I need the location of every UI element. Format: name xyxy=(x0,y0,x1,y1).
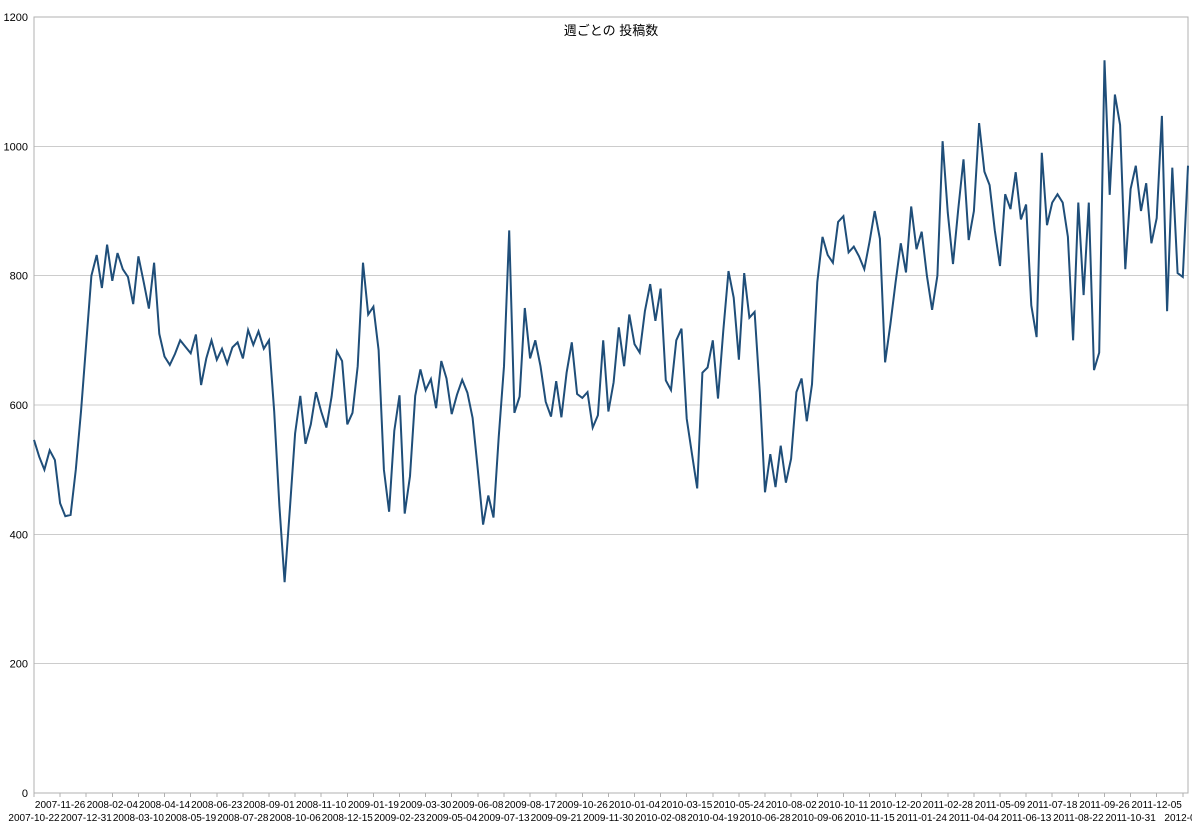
svg-text:2010-01-04: 2010-01-04 xyxy=(609,800,661,811)
svg-text:600: 600 xyxy=(10,400,28,412)
svg-text:2011-01-24: 2011-01-24 xyxy=(896,813,947,824)
svg-text:200: 200 xyxy=(10,659,28,671)
svg-text:2010-05-24: 2010-05-24 xyxy=(713,800,765,811)
svg-text:2012-01: 2012-01 xyxy=(1164,813,1192,824)
svg-text:2008-09-01: 2008-09-01 xyxy=(243,800,295,811)
svg-text:2009-07-13: 2009-07-13 xyxy=(478,813,530,824)
svg-text:2011-09-26: 2011-09-26 xyxy=(1079,800,1130,811)
svg-text:400: 400 xyxy=(10,529,28,541)
chart-svg: 0 200 400 600 800 1000 1200 2007-10-22 2007-11-2… xyxy=(0,0,1192,836)
svg-text:800: 800 xyxy=(10,271,28,283)
svg-text:2011-05-09: 2011-05-09 xyxy=(975,800,1026,811)
svg-text:2008-06-23: 2008-06-23 xyxy=(191,800,243,811)
svg-text:2011-08-22: 2011-08-22 xyxy=(1053,813,1104,824)
svg-text:2011-10-31: 2011-10-31 xyxy=(1105,813,1156,824)
svg-text:2011-04-04: 2011-04-04 xyxy=(949,813,1000,824)
svg-text:2008-07-28: 2008-07-28 xyxy=(217,813,269,824)
svg-text:2009-10-26: 2009-10-26 xyxy=(557,800,609,811)
svg-text:2009-11-30: 2009-11-30 xyxy=(583,813,634,824)
svg-text:2011-07-18: 2011-07-18 xyxy=(1027,800,1078,811)
svg-text:2010-06-28: 2010-06-28 xyxy=(739,813,791,824)
svg-text:2008-05-19: 2008-05-19 xyxy=(165,813,217,824)
svg-text:2007-11-26: 2007-11-26 xyxy=(35,800,86,811)
svg-text:1200: 1200 xyxy=(4,12,28,24)
svg-text:2007-10-22: 2007-10-22 xyxy=(8,813,60,824)
svg-text:2011-06-13: 2011-06-13 xyxy=(1001,813,1052,824)
svg-text:2007-12-31: 2007-12-31 xyxy=(61,813,113,824)
svg-text:2011-02-28: 2011-02-28 xyxy=(923,800,974,811)
svg-text:2009-09-21: 2009-09-21 xyxy=(531,813,583,824)
svg-text:2010-04-19: 2010-04-19 xyxy=(687,813,739,824)
svg-text:2010-09-06: 2010-09-06 xyxy=(792,813,844,824)
svg-text:2008-04-14: 2008-04-14 xyxy=(139,800,191,811)
svg-text:2010-02-08: 2010-02-08 xyxy=(635,813,687,824)
svg-text:2010-10-11: 2010-10-11 xyxy=(818,800,869,811)
svg-text:1000: 1000 xyxy=(4,141,28,153)
svg-text:2009-05-04: 2009-05-04 xyxy=(426,813,478,824)
svg-text:2009-01-19: 2009-01-19 xyxy=(348,800,400,811)
svg-text:2010-03-15: 2010-03-15 xyxy=(661,800,713,811)
svg-text:2009-03-30: 2009-03-30 xyxy=(400,800,452,811)
svg-text:2009-08-17: 2009-08-17 xyxy=(504,800,556,811)
weekly-posts-chart: 0 200 400 600 800 1000 1200 2007-10-22 2007-11-2… xyxy=(0,0,1192,836)
svg-text:2009-06-08: 2009-06-08 xyxy=(452,800,504,811)
svg-text:2008-11-10: 2008-11-10 xyxy=(296,800,347,811)
svg-text:2008-03-10: 2008-03-10 xyxy=(113,813,165,824)
svg-text:0: 0 xyxy=(22,788,28,800)
svg-text:2010-11-15: 2010-11-15 xyxy=(844,813,895,824)
svg-text:週ごとの 投稿数: 週ごとの 投稿数 xyxy=(564,23,658,38)
svg-text:2009-02-23: 2009-02-23 xyxy=(374,813,426,824)
svg-text:2008-02-04: 2008-02-04 xyxy=(87,800,139,811)
svg-text:2008-12-15: 2008-12-15 xyxy=(322,813,374,824)
svg-text:2011-12-05: 2011-12-05 xyxy=(1131,800,1182,811)
svg-text:2010-08-02: 2010-08-02 xyxy=(766,800,818,811)
svg-text:2008-10-06: 2008-10-06 xyxy=(270,813,322,824)
svg-text:2010-12-20: 2010-12-20 xyxy=(870,800,922,811)
